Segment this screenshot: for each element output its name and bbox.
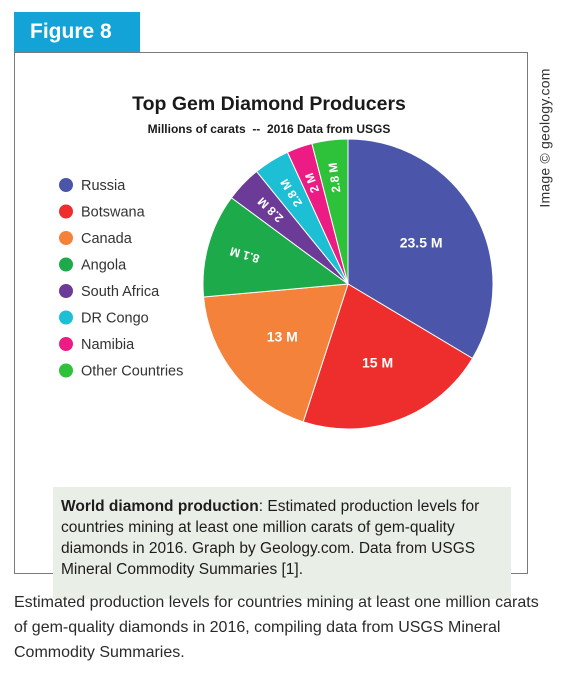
chart-frame: Top Gem Diamond Producers Millions of ca… — [14, 52, 528, 599]
legend-swatch-russia — [59, 178, 73, 192]
legend-swatch-angola — [59, 257, 73, 272]
legend-swatch-botswana — [59, 204, 73, 219]
legend-label-botswana: Botswana — [81, 205, 146, 221]
data-label-other-countries: 2.8 M — [326, 162, 344, 194]
legend-label-namibia: Namibia — [81, 337, 135, 353]
chart-title: Top Gem Diamond Producers — [132, 93, 406, 115]
legend-swatch-south-africa — [59, 284, 73, 298]
note-text: : Estimated production levels for countr… — [61, 498, 480, 578]
data-label-canada: 13 M — [267, 328, 298, 344]
legend-label-angola: Angola — [81, 258, 127, 274]
image-credit-text: Image © geology.com — [537, 68, 553, 208]
figure-note: World diamond production: Estimated prod… — [53, 487, 511, 599]
pie-slice-canada — [203, 283, 349, 423]
legend: Russia Botswana Canada Angola South Africa DR… — [59, 178, 183, 380]
data-label-namibia: 2 M — [302, 171, 322, 195]
legend-label-russia: Russia — [81, 178, 126, 194]
legend-label-south-africa: South Africa — [81, 284, 160, 300]
pie-chart: Top Gem Diamond Producers Millions of ca… — [59, 93, 494, 430]
figure-label: Figure 8 — [14, 12, 140, 52]
legend-label-other-countries: Other Countries — [81, 364, 183, 380]
data-label-botswana: 15 M — [362, 355, 393, 371]
chart-subtitle: Millions of carats -- 2016 Data from USG… — [148, 122, 391, 136]
legend-swatch-other-countries — [59, 363, 73, 378]
pie-slices — [202, 138, 494, 430]
pie-slice-russia — [347, 138, 494, 360]
caption: Estimated production levels for countrie… — [14, 594, 539, 661]
legend-label-canada: Canada — [81, 231, 133, 247]
note-bold: World diamond production — [61, 498, 259, 515]
data-label-russia: 23.5 M — [400, 235, 443, 251]
pie-slice-other-countries — [311, 138, 349, 285]
legend-swatch-namibia — [59, 337, 73, 351]
pie-slice-botswana — [302, 283, 474, 430]
legend-swatch-canada — [59, 231, 73, 245]
legend-label-dr-congo: DR Congo — [81, 311, 149, 327]
pie-slice-angola — [202, 197, 350, 298]
legend-swatch-dr-congo — [59, 310, 73, 325]
image-credit: Image © geology.com — [532, 52, 558, 224]
